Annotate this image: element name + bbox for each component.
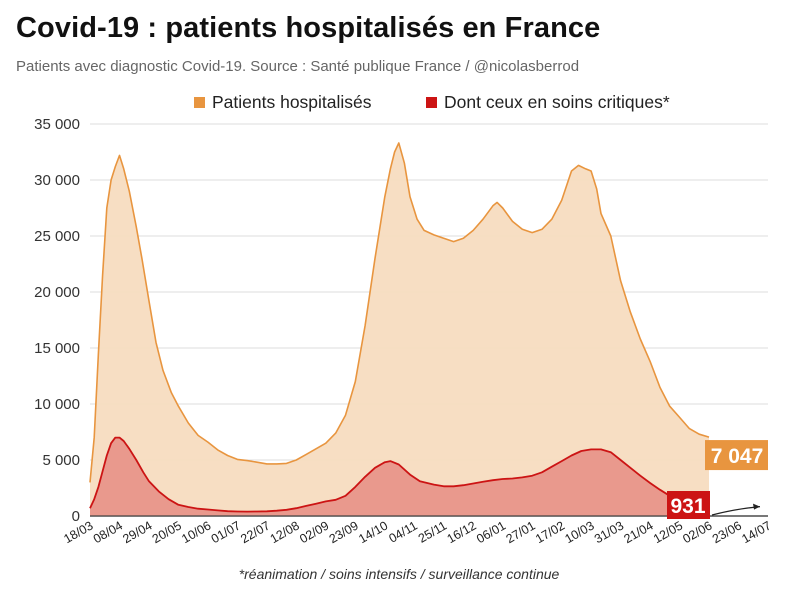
x-tick-label: 04/11 (387, 518, 420, 545)
x-tick-label: 01/07 (209, 518, 243, 546)
chart-footnote: *réanimation / soins intensifs / surveil… (238, 566, 560, 582)
last-value-badge-soins-critiques (667, 491, 710, 519)
series-line-hospitalises (89, 142, 710, 483)
x-tick-label: 25/11 (416, 518, 449, 545)
legend-label: Dont ceux en soins critiques* (444, 92, 670, 112)
x-tick-label: 29/04 (120, 518, 154, 546)
x-tick-label: 12/08 (268, 518, 302, 546)
annotation-arrowhead (753, 503, 760, 510)
last-value-label-hospitalises: 7 047 (711, 445, 764, 468)
legend-swatch (426, 97, 437, 108)
x-tick-label: 23/09 (327, 518, 361, 546)
series-area-hospitalises (90, 143, 710, 516)
legend-label: Patients hospitalisés (212, 92, 372, 112)
legend-item-hospitalises: Patients hospitalisés (194, 92, 372, 112)
annotation-arrow (711, 506, 761, 516)
y-tick-label: 25 000 (34, 228, 80, 245)
y-tick-label: 30 000 (34, 172, 80, 189)
x-tick-label: 06/01 (474, 518, 508, 546)
legend: Patients hospitalisés Dont ceux en soins … (194, 92, 670, 112)
last-value-label-soins-critiques: 931 (670, 495, 705, 518)
y-tick-label: 5 000 (42, 452, 80, 469)
x-tick-label: 23/06 (710, 518, 744, 546)
hospitalisations-area-chart: 0 5 000 10 000 15 000 20 000 25 000 30 000 35 0… (34, 92, 773, 546)
legend-item-soins-critiques: Dont ceux en soins critiques* (426, 92, 670, 112)
x-tick-label: 20/05 (150, 518, 184, 546)
x-tick-label: 31/03 (592, 518, 626, 546)
x-tick-label: 14/07 (739, 518, 773, 546)
legend-swatch (194, 97, 205, 108)
y-tick-label: 20 000 (34, 284, 80, 301)
series-area-soins-critiques (90, 437, 710, 516)
x-tick-label: 12/05 (651, 518, 685, 546)
y-tick-label: 35 000 (34, 116, 80, 133)
series-line-soins-critiques (89, 436, 710, 513)
x-tick-label: 27/01 (504, 518, 538, 546)
x-tick-label: 08/04 (91, 518, 125, 546)
y-tick-label: 15 000 (34, 340, 80, 357)
last-value-badge-hospitalises (705, 440, 768, 471)
x-tick-label: 10/06 (179, 518, 213, 546)
chart-subtitle: Patients avec diagnostic Covid-19. Sourc… (16, 58, 580, 75)
x-tick-label: 22/07 (238, 518, 272, 546)
y-tick-label: 10 000 (34, 396, 80, 413)
x-tick-label: 02/09 (297, 518, 331, 546)
y-tick-label: 0 (72, 508, 80, 525)
x-tick-label: 16/12 (445, 518, 479, 546)
chart-title: Covid-19 : patients hospitalisés en Fran… (16, 12, 601, 44)
x-tick-label: 17/02 (533, 518, 567, 546)
x-tick-label: 21/04 (622, 518, 656, 546)
x-tick-label: 02/06 (680, 518, 714, 546)
x-tick-label: 14/10 (356, 518, 390, 546)
x-tick-label: 10/03 (563, 518, 597, 546)
